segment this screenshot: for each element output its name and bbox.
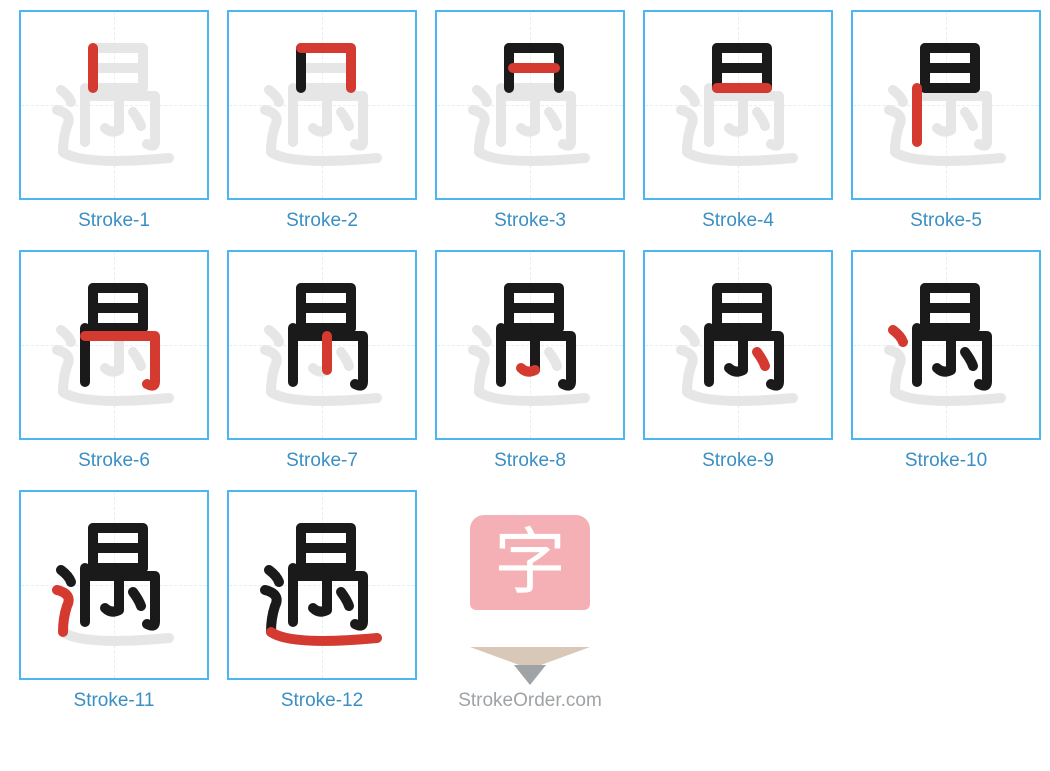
stroke-caption: Stroke-10 — [905, 450, 987, 472]
glyph-render — [247, 270, 397, 420]
stroke-card: Stroke-3 — [426, 10, 634, 232]
glyph-render — [39, 270, 189, 420]
stroke-caption: Stroke-3 — [494, 210, 566, 232]
stroke-card-frame — [851, 250, 1041, 440]
stroke-card-frame — [643, 10, 833, 200]
stroke-card-frame — [435, 250, 625, 440]
stroke-card-frame — [19, 10, 209, 200]
stroke-card-frame — [851, 10, 1041, 200]
stroke-caption: Stroke-9 — [702, 450, 774, 472]
stroke-card-frame — [19, 250, 209, 440]
stroke-card: Stroke-10 — [842, 250, 1050, 472]
glyph-render — [39, 510, 189, 660]
glyph-render — [871, 270, 1021, 420]
logo-top: 字 — [470, 515, 590, 610]
logo-tip — [514, 665, 546, 685]
stroke-card: Stroke-7 — [218, 250, 426, 472]
stroke-caption: Stroke-2 — [286, 210, 358, 232]
stroke-card: Stroke-4 — [634, 10, 842, 232]
stroke-card: Stroke-1 — [10, 10, 218, 232]
glyph-render — [39, 30, 189, 180]
stroke-card-frame — [227, 250, 417, 440]
stroke-card-frame — [643, 250, 833, 440]
stroke-card: Stroke-9 — [634, 250, 842, 472]
glyph-render — [663, 270, 813, 420]
glyph-render — [455, 30, 605, 180]
stroke-caption: Stroke-4 — [702, 210, 774, 232]
stroke-card: Stroke-8 — [426, 250, 634, 472]
stroke-caption: Stroke-7 — [286, 450, 358, 472]
logo-char: 字 — [494, 527, 566, 599]
stroke-caption: Stroke-5 — [910, 210, 982, 232]
glyph-render — [871, 30, 1021, 180]
stroke-grid: Stroke-1 Stroke-2 Stroke-3 Stroke-4 Stroke-5… — [10, 10, 1050, 730]
glyph-render — [663, 30, 813, 180]
stroke-card: Stroke-5 — [842, 10, 1050, 232]
stroke-caption: Stroke-12 — [281, 690, 363, 712]
stroke-card: Stroke-2 — [218, 10, 426, 232]
glyph-render — [247, 30, 397, 180]
logo-box: 字 — [435, 490, 625, 680]
stroke-card: Stroke-6 — [10, 250, 218, 472]
stroke-card-frame — [227, 490, 417, 680]
stroke-caption: Stroke-1 — [78, 210, 150, 232]
stroke-card-frame — [227, 10, 417, 200]
logo-cell: 字 StrokeOrder.com — [426, 490, 634, 712]
glyph-render — [455, 270, 605, 420]
stroke-card-frame — [435, 10, 625, 200]
strokeorder-logo-icon: 字 — [470, 515, 590, 655]
stroke-caption: Stroke-11 — [74, 690, 155, 712]
stroke-caption: Stroke-8 — [494, 450, 566, 472]
stroke-caption: Stroke-6 — [78, 450, 150, 472]
glyph-render — [247, 510, 397, 660]
logo-caption: StrokeOrder.com — [458, 690, 602, 712]
stroke-card: Stroke-12 — [218, 490, 426, 712]
stroke-card-frame — [19, 490, 209, 680]
stroke-card: Stroke-11 — [10, 490, 218, 712]
